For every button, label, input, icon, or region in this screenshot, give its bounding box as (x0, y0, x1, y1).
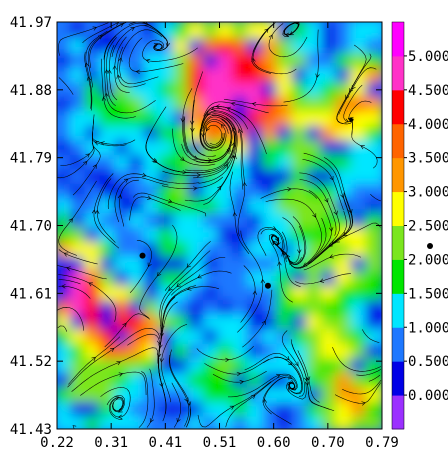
colorbar-label: 2.000 (408, 252, 448, 268)
colorbar-label: 4.500 (408, 83, 448, 99)
plot-area (55, 20, 384, 431)
y-tick-label: 41.70 (10, 219, 52, 235)
y-tick-label: 41.61 (10, 286, 52, 302)
x-tick-label: 0.51 (203, 435, 237, 451)
colorbar-segment (392, 293, 404, 327)
colorbar-segment (392, 124, 404, 158)
colorbar-segment (392, 22, 404, 56)
legend-dot (427, 243, 433, 249)
y-tick-label: 41.79 (10, 151, 52, 167)
x-tick-label: 0.41 (148, 435, 182, 451)
colorbar-segment (392, 395, 404, 429)
marker-point (140, 253, 146, 259)
y-tick-label: 41.88 (10, 83, 52, 99)
colorbar-segment (392, 56, 404, 90)
colorbar-segment (392, 259, 404, 293)
y-tick-label: 41.52 (10, 354, 52, 370)
colorbar-segment (392, 361, 404, 395)
colorbar-label: 3.000 (408, 185, 448, 201)
colorbar-label: 5.000 (408, 49, 448, 65)
colorbar-segment (392, 158, 404, 192)
colorbar-label: 4.000 (408, 117, 448, 133)
colorbar-segment (392, 90, 404, 124)
colorbar-label: 0.500 (408, 354, 448, 370)
x-tick-label: 0.79 (365, 435, 399, 451)
colorbar-label: 3.500 (408, 151, 448, 167)
colorbar-segment (392, 327, 404, 361)
colorbar-label: 1.500 (408, 286, 448, 302)
x-tick-label: 0.60 (257, 435, 291, 451)
heatmap-field (55, 20, 384, 431)
colorbar-label: 0.000 (408, 388, 448, 404)
x-tick-label: 0.70 (311, 435, 345, 451)
field-cell (365, 20, 384, 39)
y-tick-label: 41.97 (10, 15, 52, 31)
colorbar-segment (392, 192, 404, 226)
x-tick-label: 0.31 (94, 435, 128, 451)
colorbar-label: 1.000 (408, 320, 448, 336)
marker-point (265, 283, 271, 289)
colorbar-segment (392, 226, 404, 260)
colorbar: 0.000 0.500 1.000 1.500 2.000 2.500 3.000 3.500… (392, 22, 448, 430)
y-tick-label: 41.43 (10, 422, 52, 438)
colorbar-label: 2.500 (408, 219, 448, 235)
